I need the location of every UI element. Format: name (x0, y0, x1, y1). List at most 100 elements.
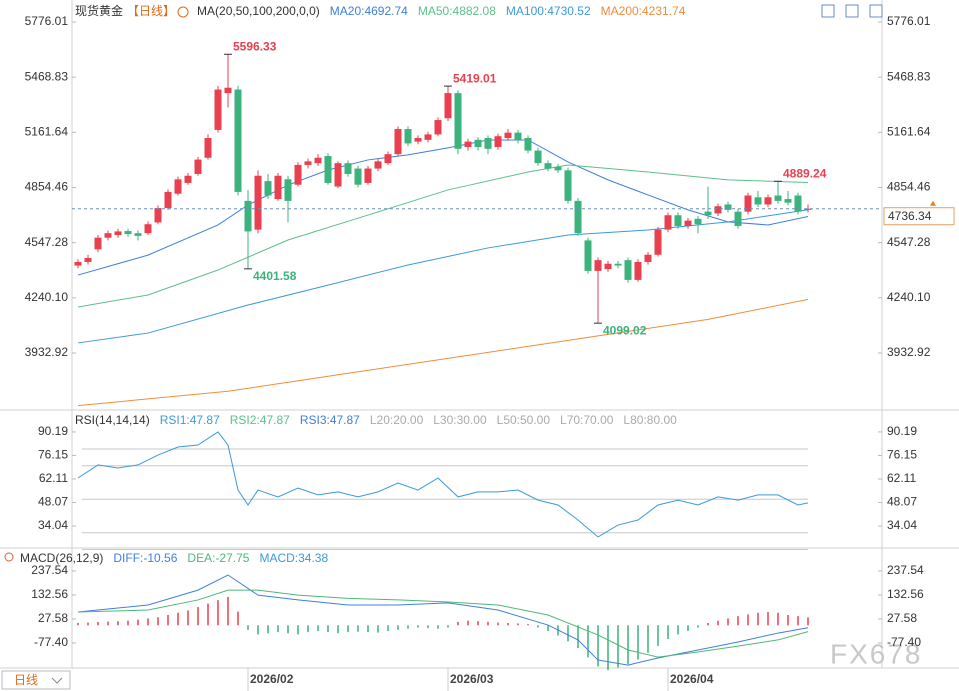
y-tick-label: 5776.01 (25, 14, 69, 28)
y-tick-label: 4547.28 (25, 235, 69, 249)
level-label: L30:30.00 (433, 413, 487, 427)
legend-entry: MA100:4730.52 (506, 4, 591, 18)
candle-body (564, 170, 572, 201)
settings-icon[interactable] (4, 552, 14, 562)
toolbar-icons[interactable] (821, 4, 883, 18)
macd-bar (357, 625, 359, 632)
y-tick-label: 4854.46 (25, 180, 69, 194)
candle-body (84, 257, 92, 262)
candle-body (304, 161, 312, 165)
macd-bar (317, 625, 319, 632)
candle-body (114, 231, 122, 236)
candle-body (484, 138, 492, 149)
macd-bar (677, 625, 679, 635)
candle-body (414, 138, 422, 142)
candle-body (174, 179, 182, 194)
zoom-in-icon[interactable] (821, 4, 835, 18)
candle-body (164, 191, 172, 209)
macd-bar (297, 625, 299, 635)
macd-bar (717, 620, 719, 626)
candle-body (264, 181, 272, 196)
y-tick-label-right: 5776.01 (887, 14, 931, 28)
panel-title: RSI(14,14,14) (75, 413, 150, 427)
macd-bar (607, 625, 609, 671)
zoom-out-icon[interactable] (845, 4, 859, 18)
legend-entry: MA20:4692.74 (330, 4, 408, 18)
candle-body (284, 179, 292, 201)
x-tick-label: 2026/02 (250, 672, 294, 686)
period-button-label[interactable]: 日线 (14, 673, 38, 687)
candle-body (664, 215, 672, 230)
macd-bar (77, 623, 79, 626)
extreme-label: 5419.01 (453, 71, 497, 85)
period-button[interactable] (1, 670, 71, 690)
y-tick-label: -77.40 (34, 635, 68, 649)
macd-bar (367, 625, 369, 633)
macd-bar (237, 611, 239, 626)
candle-body (694, 218, 702, 225)
level-label: L70:70.00 (560, 413, 614, 427)
macd-bar (757, 612, 759, 626)
candle-body (614, 263, 622, 266)
candle-body (104, 233, 112, 238)
legend-entry: RSI1:47.87 (160, 413, 220, 427)
candle-body (424, 134, 432, 140)
chart-title: 现货黄金 (75, 3, 123, 18)
y-tick-label-right: 237.54 (887, 563, 924, 577)
legend-entry: RSI3:47.87 (300, 413, 360, 427)
extreme-label: 5596.33 (233, 39, 277, 53)
y-tick-label: 237.54 (31, 563, 68, 577)
macd-bar (147, 618, 149, 626)
y-tick-label-right: 132.56 (887, 587, 924, 601)
candle-body (704, 211, 712, 216)
y-tick-label-right: 3932.92 (887, 345, 931, 359)
macd-line (77, 574, 809, 666)
y-tick-label-right: -77.40 (887, 635, 921, 649)
legend-entry: MA50:4882.08 (418, 4, 496, 18)
macd-bar (647, 625, 649, 653)
ma-line (77, 164, 809, 308)
macd-bar (697, 625, 699, 628)
macd-bar (497, 622, 499, 626)
y-tick-label-right: 76.15 (887, 448, 917, 462)
candle-body (634, 261, 642, 280)
macd-bar (537, 625, 539, 628)
candle-body (204, 138, 212, 158)
macd-bar (527, 624, 529, 626)
last-price-arrow (930, 200, 936, 206)
macd-bar (117, 621, 119, 626)
macd-bar (127, 620, 129, 626)
candle-body (774, 195, 782, 201)
macd-bar (667, 625, 669, 640)
macd-bar (347, 625, 349, 633)
macd-bar (797, 616, 799, 626)
candle-body (724, 204, 732, 210)
level-label: L20:20.00 (370, 413, 424, 427)
dropdown-arrow (51, 677, 63, 684)
panel-title: MACD(26,12,9) (20, 551, 103, 565)
macd-bar (507, 623, 509, 626)
candle-body (134, 233, 142, 236)
macd-bar (587, 625, 589, 658)
candle-body (504, 132, 512, 139)
macd-bar (337, 625, 339, 634)
extreme-label: 4099.02 (603, 323, 647, 337)
macd-bar (477, 621, 479, 626)
candle-body (154, 208, 162, 223)
y-tick-label: 5468.83 (25, 69, 69, 83)
y-tick-label-right: 90.19 (887, 424, 917, 438)
macd-bar (387, 625, 389, 632)
y-tick-label-right: 48.07 (887, 495, 917, 509)
x-tick-label: 2026/04 (670, 672, 714, 686)
y-tick-label-right: 5161.64 (887, 125, 931, 139)
macd-bar (227, 596, 229, 626)
macd-bar (217, 600, 219, 626)
macd-bar (197, 607, 199, 626)
fullscreen-icon[interactable] (869, 4, 883, 18)
macd-bar (807, 617, 809, 626)
y-tick-label: 3932.92 (25, 345, 69, 359)
legend-entry: DIFF:-10.56 (113, 551, 177, 565)
y-tick-label: 48.07 (38, 495, 68, 509)
legend-entry: MA200:4231.74 (601, 4, 686, 18)
candle-body (574, 200, 582, 234)
